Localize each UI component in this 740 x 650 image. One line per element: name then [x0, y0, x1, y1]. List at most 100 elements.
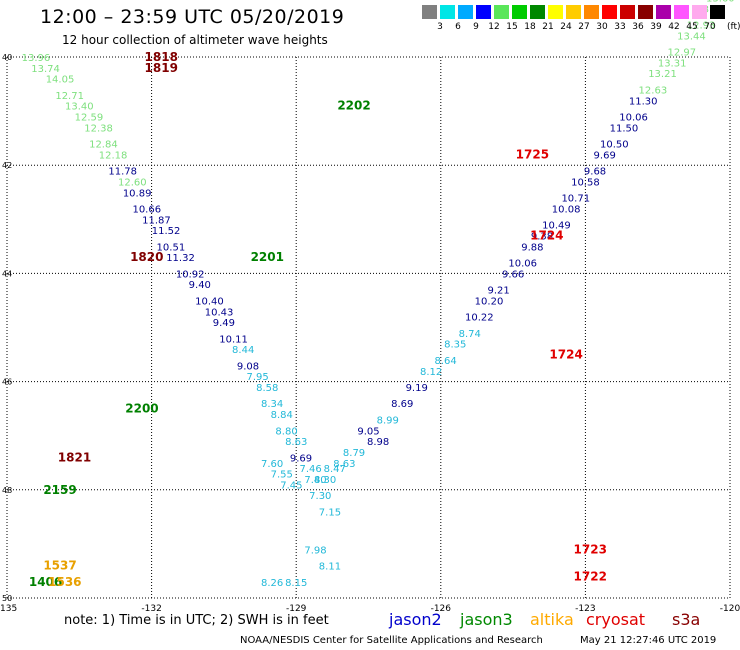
wave-height-label: 9.40 — [189, 280, 211, 291]
wave-height-label: 10.06 — [619, 113, 648, 124]
wave-height-label: 7.46 — [300, 464, 322, 475]
wave-height-label: 10.50 — [600, 140, 629, 151]
pass-time-label: 1536 — [48, 575, 81, 589]
wave-height-label: 10.43 — [205, 307, 234, 318]
wave-height-label: 8.69 — [391, 399, 413, 410]
pass-time-label: 1820 — [130, 250, 163, 264]
wave-height-label: 10.89 — [123, 188, 152, 199]
scale-swatch — [602, 5, 617, 19]
wave-height-label: 7.45 — [280, 480, 302, 491]
scale-swatch — [566, 5, 581, 19]
wave-height-label: 10.06 — [508, 259, 537, 270]
wave-height-label: 9.05 — [357, 426, 379, 437]
scale-label: 21 — [542, 22, 554, 32]
wave-height-label: 9.38 — [531, 232, 553, 243]
wave-height-label: 10.58 — [571, 177, 600, 188]
pass-time-label: 2159 — [43, 483, 76, 497]
wave-height-label: 8.11 — [319, 562, 341, 573]
wave-height-label: 11.50 — [610, 123, 639, 134]
wave-height-label: 9.66 — [502, 269, 524, 280]
wave-height-label: 12.60 — [118, 177, 147, 188]
lat-tick-label: 40 — [2, 53, 12, 62]
scale-label: 6 — [455, 22, 461, 32]
wave-height-label: 8.79 — [343, 448, 365, 459]
footer-note: note: 1) Time is in UTC; 2) SWH is in fe… — [64, 613, 329, 628]
legend-jason2: jason2 — [389, 610, 442, 629]
wave-height-label: 11.78 — [108, 167, 137, 178]
pass-time-label: 1819 — [145, 61, 178, 75]
wave-height-label: 10.20 — [475, 296, 504, 307]
lon-tick-label: -123 — [575, 604, 595, 614]
wave-height-label: 11.87 — [142, 215, 171, 226]
pass-time-label: 1723 — [574, 542, 607, 556]
wave-height-label: 8.64 — [434, 356, 456, 367]
scale-swatch — [458, 5, 473, 19]
wave-height-label: 13.44 — [677, 31, 706, 42]
wave-height-label: 10.92 — [176, 269, 205, 280]
wave-height-label: 9.69 — [290, 453, 312, 464]
wave-height-label: 13.21 — [648, 69, 677, 80]
scale-swatch — [422, 5, 437, 19]
wave-height-label: 10.08 — [552, 204, 581, 215]
scale-swatch — [674, 5, 689, 19]
scale-label: 18 — [524, 22, 536, 32]
scale-label: 3 — [437, 22, 443, 32]
wave-height-label: 13.60 — [706, 0, 735, 4]
pass-time-label: 1724 — [549, 348, 582, 362]
wave-height-label: 7.98 — [304, 545, 326, 556]
legend-altika: altika — [530, 610, 574, 629]
scale-label: 9 — [473, 22, 479, 32]
wave-height-label: 11.32 — [166, 253, 195, 264]
scale-label: 27 — [578, 22, 590, 32]
scale-swatch — [512, 5, 527, 19]
wave-height-label: 12.93 — [687, 21, 716, 32]
page-title: 12:00 – 23:59 UTC 05/20/2019 — [40, 6, 345, 28]
scale-swatch — [584, 5, 599, 19]
wave-height-label: 8.35 — [444, 340, 466, 351]
wave-height-label: 13.31 — [658, 58, 687, 69]
wave-height-label: 12.59 — [75, 113, 104, 124]
wave-height-label: 9.19 — [406, 383, 428, 394]
wave-height-label: 7.40 — [304, 475, 326, 486]
wave-height-label: 12.71 — [55, 91, 84, 102]
scale-swatch — [638, 5, 653, 19]
wave-height-label: 10.51 — [157, 242, 186, 253]
scale-label: 15 — [506, 22, 518, 32]
wave-height-label: 8.47 — [324, 464, 346, 475]
scale-label: 39 — [650, 22, 662, 32]
wave-height-label: 8.30 — [314, 475, 336, 486]
wave-height-label: 12.38 — [84, 123, 113, 134]
pass-time-label: 2201 — [251, 250, 284, 264]
scale-label: 24 — [560, 22, 572, 32]
wave-height-label: 10.66 — [132, 204, 161, 215]
wave-height-label: 8.84 — [271, 410, 293, 421]
wave-height-label: 8.99 — [377, 415, 399, 426]
scale-swatch — [620, 5, 635, 19]
wave-height-label: 12.84 — [89, 140, 118, 151]
wave-height-label: 8.26 — [261, 578, 283, 589]
wave-height-label: 13.96 — [22, 53, 51, 64]
map-tick-labels: 40 42 44 46 48 50-135 -132 -129 -126 -123 -120 — [0, 53, 740, 614]
wave-height-label: 8.98 — [367, 437, 389, 448]
wave-height-label: 10.22 — [465, 313, 494, 324]
scale-swatch — [548, 5, 563, 19]
legend-s3a: s3a — [672, 610, 701, 629]
wave-height-label: 7.95 — [247, 372, 269, 383]
wave-height-label: 8.80 — [275, 426, 297, 437]
pass-time-label: 1724 — [530, 229, 563, 243]
wave-height-label: 10.11 — [219, 334, 248, 345]
wave-height-label: 9.21 — [488, 286, 510, 297]
scale-swatch — [440, 5, 455, 19]
wave-height-label: 12.63 — [639, 85, 668, 96]
wave-height-label: 7.15 — [319, 507, 341, 518]
scale-label: 45 — [686, 22, 698, 32]
wave-height-label: 7.60 — [261, 459, 283, 470]
map-grid — [6, 56, 731, 599]
lon-tick-label: -129 — [286, 604, 307, 614]
scale-label: 30 — [596, 22, 608, 32]
legend-jason3: jason3 — [460, 610, 513, 629]
wave-height-label: 12.97 — [667, 48, 696, 59]
lat-tick-label: 50 — [2, 594, 12, 603]
